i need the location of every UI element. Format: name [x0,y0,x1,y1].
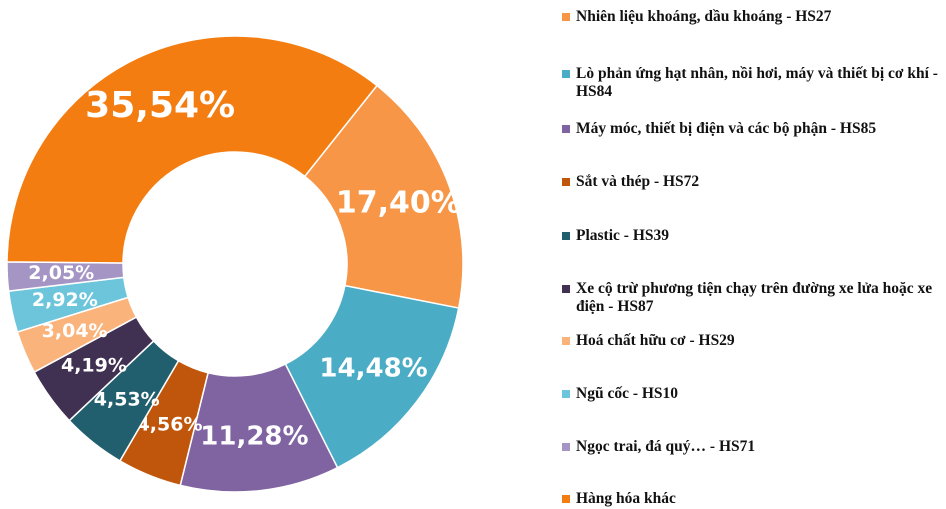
legend-label: Lò phản ứng hạt nhân, nồi hơi, máy và th… [576,65,938,100]
legend-item: Xe cộ trừ phương tiện chạy trên đường xe… [562,280,942,316]
legend-label: Máy móc, thiết bị điện và các bộ phận - … [576,120,877,137]
legend-item: Ngọc trai, đá quý… - HS71 [562,438,942,456]
legend-swatch [562,443,570,451]
donut-slice [6,35,378,264]
data-label: 2,92% [32,289,98,311]
legend-swatch [562,125,570,133]
legend-item: Lò phản ứng hạt nhân, nồi hơi, máy và th… [562,65,942,101]
legend-swatch [562,390,570,398]
data-label: 11,28% [200,421,308,451]
data-label: 3,04% [42,320,108,342]
data-label: 2,05% [28,262,94,284]
legend-label: Plastic - HS39 [576,227,669,244]
legend-label: Sắt và thép - HS72 [576,173,700,190]
legend-swatch [562,13,570,21]
data-label: 17,40% [336,185,461,220]
legend-item: Sắt và thép - HS72 [562,173,942,191]
legend-label: Ngọc trai, đá quý… - HS71 [576,438,756,455]
legend-item: Hàng hóa khác [562,490,942,508]
data-label: 35,54% [85,85,235,126]
legend-swatch [562,285,570,293]
data-label: 14,48% [319,354,427,384]
chart: 17,40% 14,48% 11,28%4,56% 4,53% 4,19% 3,04% 2,… [6,35,464,493]
legend-item: Ngũ cốc - HS10 [562,385,942,403]
legend-item: Máy móc, thiết bị điện và các bộ phận - … [562,120,942,138]
legend-swatch [562,178,570,186]
legend-label: Xe cộ trừ phương tiện chạy trên đường xe… [576,280,933,315]
donut-slice [284,284,460,469]
legend-label: Hàng hóa khác [576,490,676,507]
legend-swatch [562,495,570,503]
legend-label: Hoá chất hữu cơ - HS29 [576,332,735,349]
legend-item: Plastic - HS39 [562,227,942,245]
legend-label: Nhiên liệu khoáng, dầu khoáng - HS27 [576,8,832,25]
legend-item: Nhiên liệu khoáng, dầu khoáng - HS27 [562,8,942,26]
legend-swatch [562,232,570,240]
legend-label: Ngũ cốc - HS10 [576,385,679,402]
legend-swatch [562,337,570,345]
legend-item: Hoá chất hữu cơ - HS29 [562,332,942,350]
data-label: 4,56% [137,414,203,436]
legend-swatch [562,70,570,78]
donut-slice [303,84,464,309]
data-label: 4,53% [94,389,160,411]
data-label: 4,19% [61,354,127,376]
